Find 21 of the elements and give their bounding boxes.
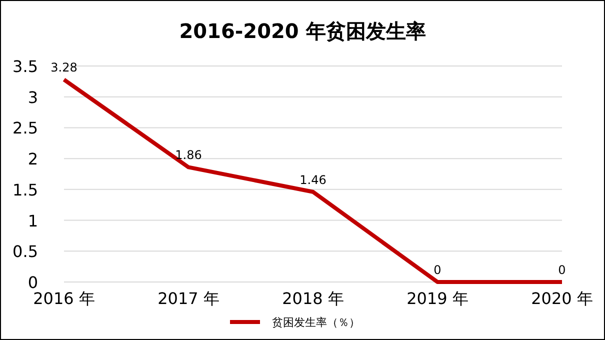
y-tick-label: 2.5 <box>12 118 38 138</box>
y-tick-label: 0.5 <box>12 242 38 262</box>
y-tick-label: 3 <box>28 88 38 107</box>
data-label: 3.28 <box>50 60 78 75</box>
y-tick-label: 2 <box>28 150 38 169</box>
data-label: 0 <box>434 263 442 277</box>
chart-title: 2016-2020 年贫困发生率 <box>179 19 426 43</box>
data-label: 0 <box>558 263 566 277</box>
x-tick-label: 2018 年 <box>282 289 344 308</box>
data-label: 1.86 <box>175 148 202 162</box>
x-tick-label: 2016 年 <box>33 289 95 308</box>
y-tick-label: 1.5 <box>12 180 38 200</box>
x-tick-label: 2019 年 <box>406 289 468 308</box>
data-label: 1.46 <box>300 172 326 187</box>
y-tick-label: 3.5 <box>12 57 38 76</box>
x-tick-label: 2020 年 <box>531 289 593 308</box>
y-tick-label: 1 <box>28 211 38 230</box>
legend-label: 贫困发生率（％） <box>272 316 360 329</box>
y-tick-label: 0 <box>28 273 38 292</box>
line-series <box>62 78 564 284</box>
x-tick-label: 2017 年 <box>158 289 220 308</box>
